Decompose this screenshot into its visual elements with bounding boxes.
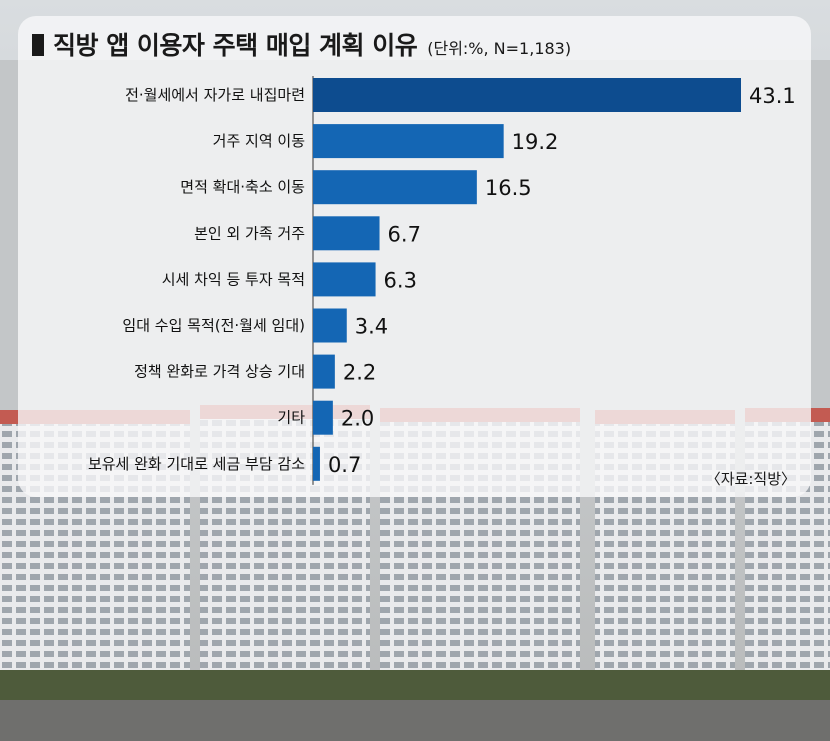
category-label: 시세 차익 등 투자 목적 xyxy=(162,270,305,288)
category-label: 면적 확대·축소 이동 xyxy=(180,178,305,196)
bar xyxy=(313,354,335,389)
title-row: 직방 앱 이용자 주택 매입 계획 이유 (단위:%, N=1,183) xyxy=(32,26,571,66)
chart-title: 직방 앱 이용자 주택 매입 계획 이유 xyxy=(53,31,418,60)
bar xyxy=(313,78,741,112)
value-label: 3.4 xyxy=(355,315,388,339)
category-label: 정책 완화로 가격 상승 기대 xyxy=(134,363,305,381)
value-label: 43.1 xyxy=(749,84,796,108)
category-label: 거주 지역 이동 xyxy=(213,132,306,150)
value-label: 2.0 xyxy=(341,407,374,431)
bar xyxy=(313,170,477,205)
category-label: 본인 외 가족 거주 xyxy=(194,224,305,242)
value-label: 2.2 xyxy=(343,361,376,385)
value-label: 0.7 xyxy=(328,453,361,477)
source-note: 〈자료:직방〉 xyxy=(705,470,796,488)
bar xyxy=(313,262,376,297)
category-label: 보유세 완화 기대로 세금 부담 감소 xyxy=(88,455,305,473)
bar xyxy=(313,124,504,159)
value-label: 6.3 xyxy=(384,268,417,292)
category-label: 전·월세에서 자가로 내집마련 xyxy=(125,86,305,104)
value-label: 6.7 xyxy=(388,222,421,246)
value-label: 16.5 xyxy=(485,176,532,200)
category-label: 기타 xyxy=(277,409,305,427)
category-label: 임대 수입 목적(전·월세 임대) xyxy=(122,317,305,335)
unit-note: (단위:%, N=1,183) xyxy=(427,39,572,58)
value-label: 19.2 xyxy=(512,130,559,154)
title-square-icon xyxy=(32,34,44,56)
bar xyxy=(313,446,320,481)
bar xyxy=(313,216,380,251)
bar xyxy=(313,308,347,343)
bar xyxy=(313,400,333,435)
